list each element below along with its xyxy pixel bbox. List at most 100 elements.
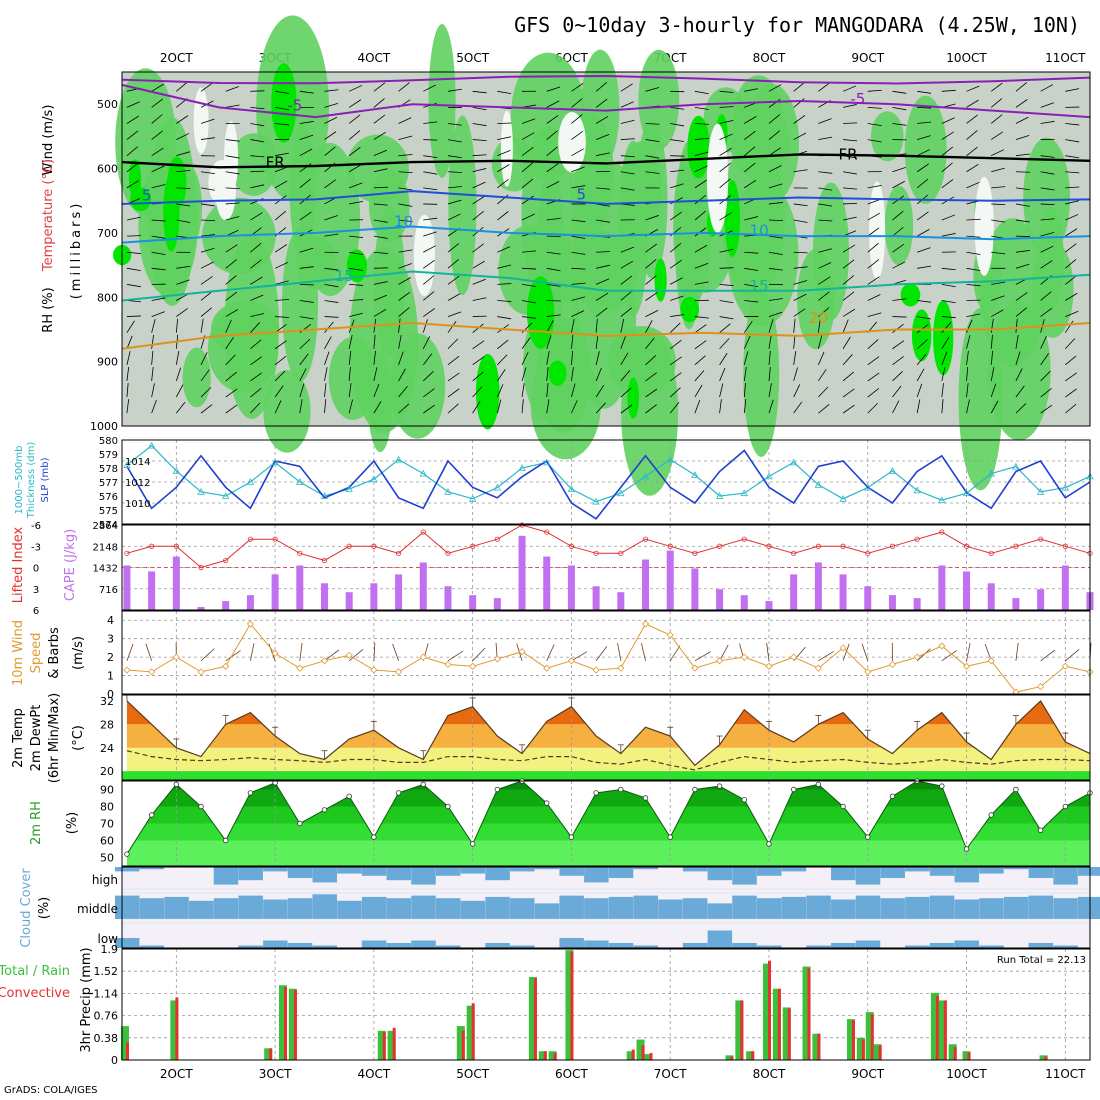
precip-total-bar bbox=[962, 1051, 971, 1060]
precip-total-bar bbox=[528, 977, 537, 1060]
li-point bbox=[593, 550, 599, 556]
wind-barb bbox=[373, 367, 378, 382]
precip-conv-bar bbox=[943, 1000, 947, 1060]
wind-barb bbox=[200, 307, 213, 317]
wind-barb bbox=[423, 84, 436, 92]
rh-mid-patch bbox=[289, 123, 316, 258]
wind-barb bbox=[744, 162, 756, 173]
rh-band bbox=[126, 823, 1090, 841]
wind-barb bbox=[571, 350, 574, 365]
wind-barb bbox=[423, 308, 435, 317]
wind-barb bbox=[694, 123, 709, 125]
wind-barb bbox=[176, 133, 190, 140]
thickness-point bbox=[543, 458, 551, 466]
rh-dry-patch bbox=[869, 181, 886, 280]
wind-barb bbox=[1015, 368, 1023, 382]
wind-barb bbox=[1065, 123, 1080, 126]
wind-barb bbox=[719, 367, 726, 382]
wind-barb bbox=[694, 137, 709, 140]
wind-barb bbox=[423, 187, 438, 191]
isotherm-20 bbox=[121, 321, 1091, 350]
pressure-tick: 700 bbox=[97, 227, 118, 240]
credit: GrADS: COLA/IGES bbox=[4, 1085, 98, 1096]
wind-barb bbox=[719, 352, 728, 366]
wind-barb bbox=[966, 383, 969, 398]
cloud-block-low bbox=[361, 940, 387, 948]
cloud-block-high bbox=[1003, 867, 1029, 870]
wind-barb bbox=[151, 130, 163, 140]
wind-barb bbox=[398, 291, 411, 301]
wind-barb bbox=[1065, 228, 1078, 237]
wind-barb bbox=[842, 404, 855, 414]
rh-mid-patch bbox=[904, 95, 947, 204]
wind-barb bbox=[348, 399, 353, 414]
wind-barb bbox=[151, 83, 164, 92]
wind-barb bbox=[990, 350, 994, 365]
wind10-point bbox=[716, 657, 724, 665]
slp-tick: 1012 bbox=[125, 478, 150, 489]
wind-barb bbox=[176, 203, 191, 207]
rh-mid-patch bbox=[638, 49, 680, 150]
wind-barb bbox=[917, 300, 932, 303]
thickness-tick: 574 bbox=[99, 520, 118, 531]
precip-total-bar bbox=[466, 1005, 475, 1060]
wind10-point bbox=[172, 653, 180, 661]
precip-conv-bar bbox=[777, 988, 781, 1060]
wind-barb bbox=[744, 130, 756, 140]
rh-point bbox=[1013, 786, 1019, 793]
li-tick: 6 bbox=[33, 606, 39, 617]
precip-conv-bar bbox=[967, 1052, 971, 1060]
wind-barb bbox=[225, 139, 240, 142]
wind-barb bbox=[422, 371, 434, 382]
dewpt-line bbox=[126, 750, 1091, 771]
li-point bbox=[815, 543, 821, 549]
wind-barb bbox=[645, 292, 658, 301]
thickness-point bbox=[913, 486, 921, 494]
wind-barb bbox=[521, 367, 527, 382]
cape-bar bbox=[1061, 565, 1069, 610]
wind-barb bbox=[225, 275, 237, 285]
thickness-point bbox=[567, 485, 576, 492]
wind-barb bbox=[200, 82, 213, 92]
wind10-barb bbox=[324, 649, 340, 662]
wind-barb bbox=[546, 314, 561, 317]
precip-run-total: Run Total = 22.13 bbox=[997, 955, 1086, 966]
wind-barb bbox=[274, 400, 282, 414]
wind-barb bbox=[941, 284, 956, 288]
wind-barb bbox=[966, 146, 978, 156]
wind-barb bbox=[818, 386, 829, 398]
cloud-block-low bbox=[905, 945, 930, 948]
wind-barb bbox=[694, 316, 709, 319]
cape-bar bbox=[740, 595, 748, 610]
cloud-block-high bbox=[238, 867, 263, 881]
rh-mid-patch bbox=[263, 370, 311, 453]
wind-barb bbox=[867, 212, 881, 221]
wind-barb bbox=[620, 83, 633, 92]
wind-barb bbox=[843, 122, 858, 124]
wind-barb bbox=[1040, 203, 1055, 206]
contour-label: 10 bbox=[750, 221, 769, 239]
cloud-block-high bbox=[287, 867, 313, 878]
slp-tick: 1014 bbox=[125, 457, 150, 468]
wind-barb bbox=[991, 186, 1006, 189]
rh-dry-patch bbox=[558, 112, 586, 173]
cloud-block-low bbox=[435, 945, 461, 948]
wind-barb bbox=[126, 315, 141, 317]
wind-barb bbox=[842, 308, 856, 317]
rh-mid-patch bbox=[730, 105, 790, 179]
wind-barb bbox=[521, 213, 535, 221]
wind-barb bbox=[645, 337, 655, 350]
wind-barb bbox=[571, 310, 585, 317]
wind-barb bbox=[670, 295, 684, 301]
thickness-point bbox=[518, 464, 526, 471]
cloud-block-high bbox=[979, 867, 1004, 874]
wind-barb bbox=[916, 178, 929, 189]
wind-barb bbox=[373, 350, 376, 365]
cape-bar bbox=[864, 586, 872, 610]
wind-barb bbox=[1040, 120, 1055, 124]
wind-barb bbox=[521, 352, 529, 366]
precip-total-bar bbox=[725, 1055, 734, 1060]
wind10-barb bbox=[694, 651, 711, 662]
wind-barb bbox=[793, 266, 808, 269]
wind-barb bbox=[768, 267, 783, 271]
